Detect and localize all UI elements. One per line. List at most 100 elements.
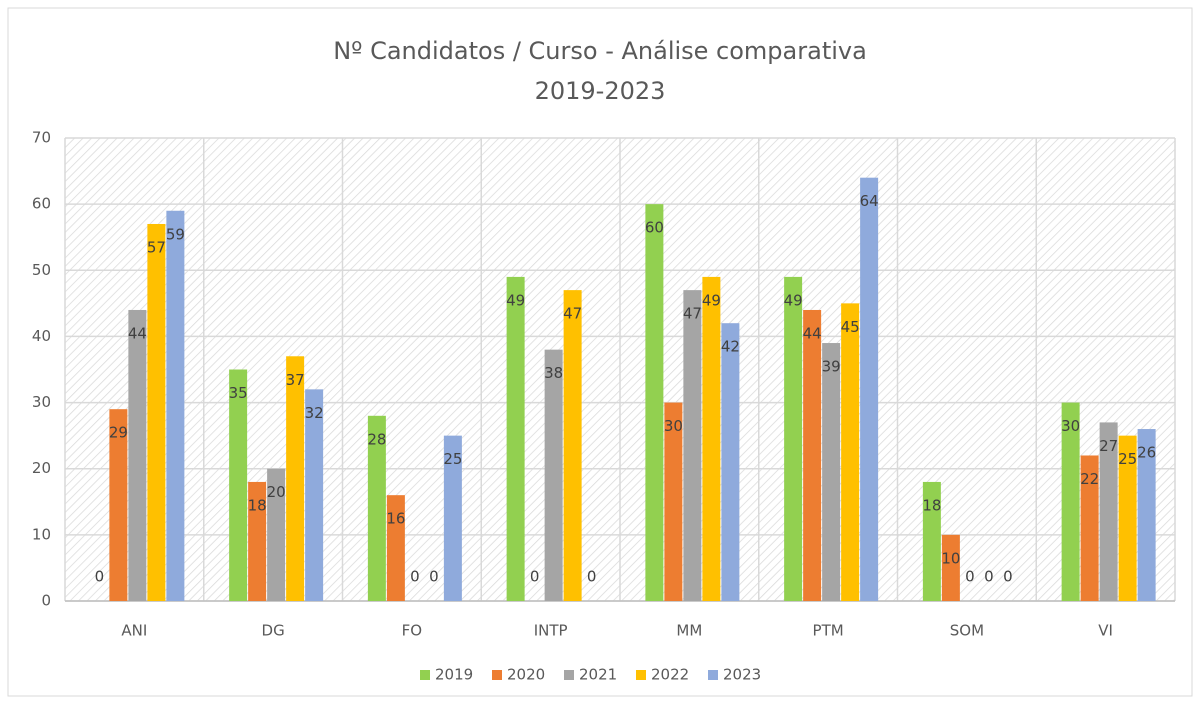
bar: [1061, 402, 1080, 601]
bar: [128, 309, 147, 601]
legend-swatch: [564, 670, 574, 680]
bar: [305, 389, 324, 601]
data-label: 60: [645, 219, 664, 237]
x-tick-label: SOM: [950, 622, 984, 640]
y-tick-label: 50: [32, 261, 51, 279]
data-label: 16: [386, 510, 405, 528]
data-label: 49: [702, 291, 721, 309]
bar: [941, 534, 960, 601]
x-tick-label: DG: [262, 622, 285, 640]
bar: [1118, 435, 1137, 601]
data-label: 18: [922, 496, 941, 514]
bar: [1099, 422, 1118, 601]
legend-swatch: [636, 670, 646, 680]
y-tick-label: 60: [32, 195, 51, 213]
bar: [166, 210, 185, 601]
legend-label: 2019: [435, 666, 473, 684]
y-tick-label: 30: [32, 393, 51, 411]
bar: [367, 415, 386, 601]
data-label: 18: [248, 496, 267, 514]
data-label: 64: [860, 192, 879, 210]
data-label: 10: [941, 549, 960, 567]
bar: [721, 323, 740, 601]
data-label: 47: [563, 305, 582, 323]
data-label: 26: [1137, 444, 1156, 462]
data-label: 37: [286, 371, 305, 389]
bar: [563, 290, 582, 601]
legend-label: 2021: [579, 666, 617, 684]
x-tick-label: FO: [402, 622, 422, 640]
bar: [784, 276, 803, 601]
bar: [922, 481, 941, 601]
legend-label: 2023: [723, 666, 761, 684]
y-tick-label: 70: [32, 129, 51, 147]
bar: [860, 177, 879, 601]
bar: [109, 409, 128, 601]
data-label: 0: [965, 568, 975, 586]
bar: [248, 481, 267, 601]
legend-swatch: [492, 670, 502, 680]
data-label: 49: [506, 291, 525, 309]
bar: [1137, 429, 1156, 601]
data-label: 0: [1003, 568, 1013, 586]
data-label: 35: [229, 384, 248, 402]
data-label: 49: [784, 291, 803, 309]
bar: [544, 349, 563, 601]
data-label: 44: [803, 324, 822, 342]
bar: [286, 356, 305, 601]
chart-subtitle: 2019-2023: [535, 77, 666, 105]
bar: [147, 223, 166, 601]
data-label: 0: [530, 568, 540, 586]
data-label: 39: [822, 358, 841, 376]
data-label: 59: [166, 225, 185, 243]
x-tick-label: VI: [1098, 622, 1113, 640]
bar: [386, 495, 405, 601]
bar: [229, 369, 248, 601]
bar: [702, 276, 721, 601]
legend-label: 2022: [651, 666, 689, 684]
data-label: 42: [721, 338, 740, 356]
data-label: 20: [267, 483, 286, 501]
legend-swatch: [708, 670, 718, 680]
data-label: 0: [429, 568, 439, 586]
bar: [683, 290, 702, 601]
legend-label: 2020: [507, 666, 545, 684]
data-label: 32: [305, 404, 324, 422]
bar: [841, 303, 860, 601]
data-label: 0: [410, 568, 420, 586]
bar: [645, 204, 664, 601]
data-label: 25: [443, 450, 462, 468]
data-label: 57: [147, 238, 166, 256]
x-tick-label: MM: [676, 622, 702, 640]
bar: [803, 309, 822, 601]
chart-title: Nº Candidatos / Curso - Análise comparat…: [333, 37, 867, 65]
y-tick-label: 40: [32, 327, 51, 345]
y-tick-label: 20: [32, 459, 51, 477]
data-label: 38: [544, 364, 563, 382]
bar: [267, 468, 286, 601]
y-tick-label: 10: [32, 525, 51, 543]
data-label: 25: [1118, 450, 1137, 468]
x-tick-label: ANI: [121, 622, 147, 640]
data-label: 27: [1099, 437, 1118, 455]
legend-swatch: [420, 670, 430, 680]
bar: [1080, 455, 1099, 601]
data-label: 47: [683, 305, 702, 323]
x-tick-label: INTP: [534, 622, 568, 640]
data-label: 30: [664, 417, 683, 435]
data-label: 28: [367, 430, 386, 448]
data-label: 44: [128, 324, 147, 342]
data-label: 0: [587, 568, 597, 586]
bar: [822, 343, 841, 601]
y-tick-label: 0: [41, 592, 51, 610]
data-label: 30: [1061, 417, 1080, 435]
data-label: 45: [841, 318, 860, 336]
bar: [443, 435, 462, 601]
bar: [506, 276, 525, 601]
data-label: 0: [95, 568, 105, 586]
data-label: 0: [984, 568, 994, 586]
data-label: 29: [109, 424, 128, 442]
data-label: 22: [1080, 470, 1099, 488]
bar: [664, 402, 683, 601]
